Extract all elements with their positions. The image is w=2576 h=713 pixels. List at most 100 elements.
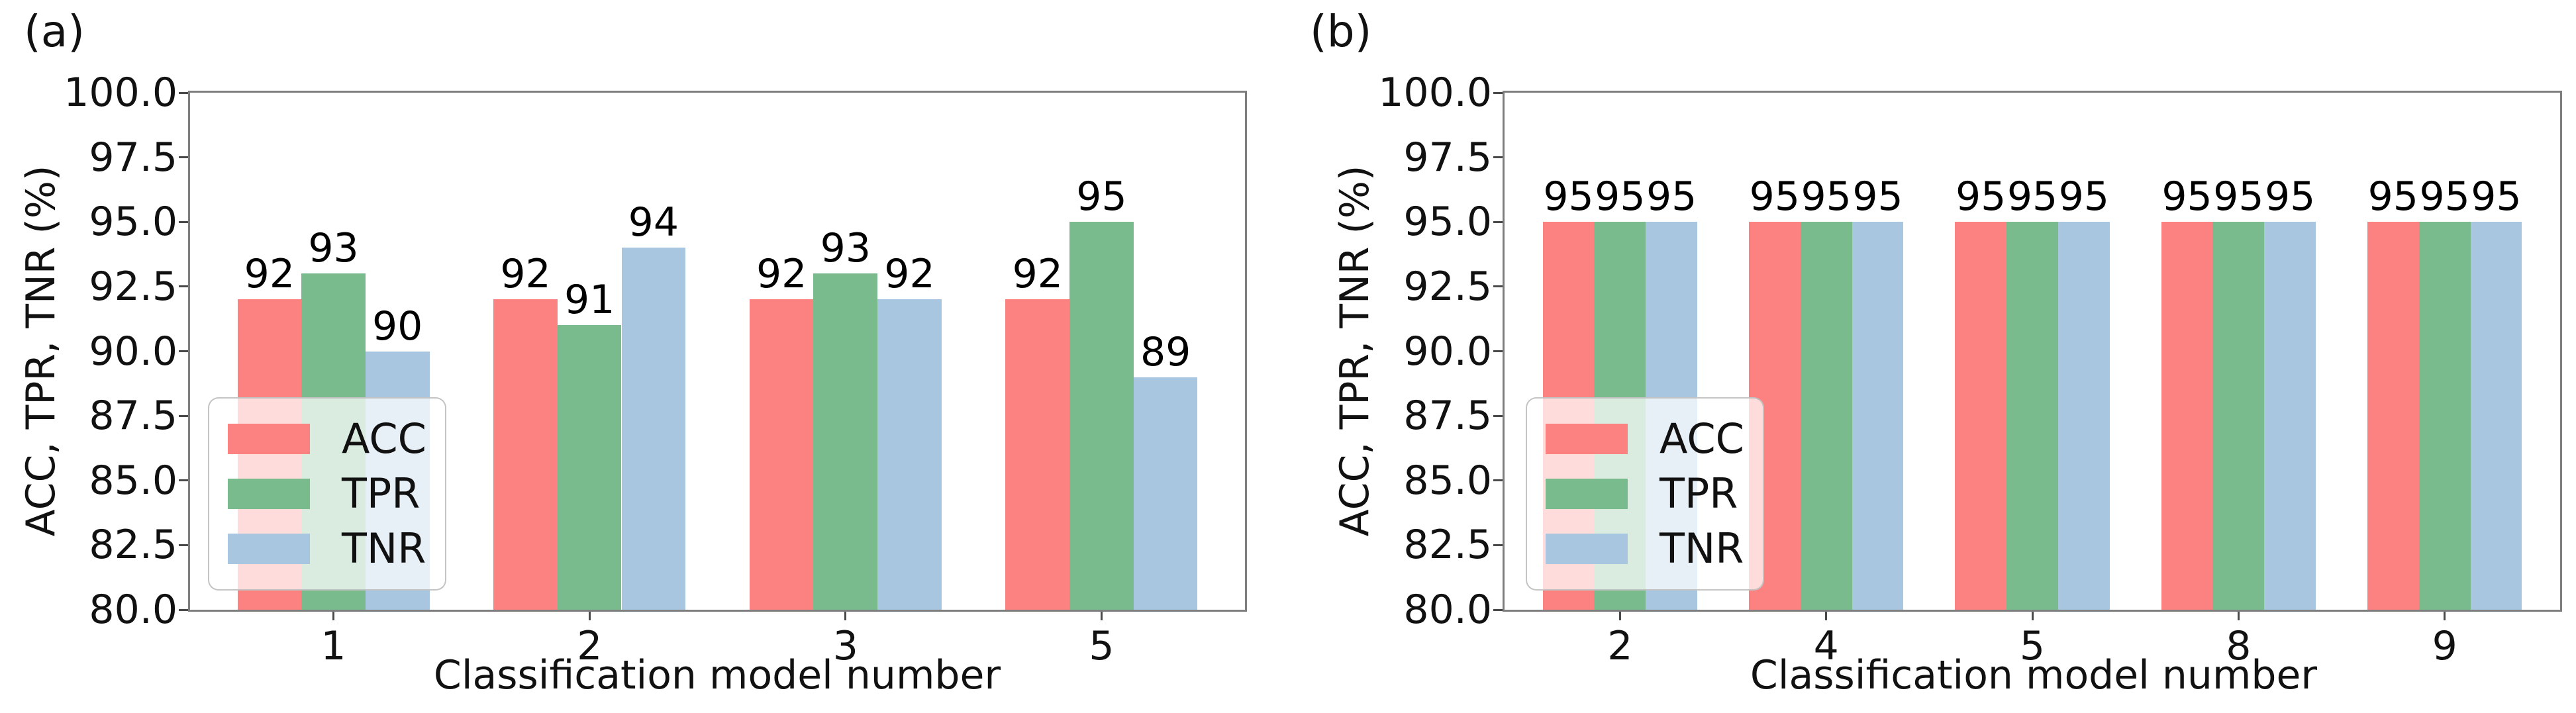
y-tick-mark xyxy=(179,608,188,611)
legend-label-tpr: TPR xyxy=(1660,469,1738,518)
legend-label-acc: ACC xyxy=(342,414,426,463)
legend-entry-acc: ACC xyxy=(228,416,426,462)
y-tick-label: 95.0 xyxy=(1403,199,1492,246)
legend-entry-acc: ACC xyxy=(1546,416,1744,462)
bar-value-label: 92 xyxy=(756,251,807,298)
x-tick-mark xyxy=(2237,612,2240,620)
bar-value-label: 92 xyxy=(244,251,295,298)
x-tick-label: 2 xyxy=(577,623,603,669)
bar-value-label: 95 xyxy=(1076,173,1127,220)
bar-value-label: 89 xyxy=(1140,328,1191,375)
y-tick-label: 87.5 xyxy=(1403,393,1492,440)
y-tick-mark xyxy=(1493,285,1503,288)
y-tick-mark xyxy=(179,414,188,417)
legend-label-tnr: TNR xyxy=(342,524,426,573)
bar-value-label: 95 xyxy=(1852,173,1903,220)
legend: ACC TPR TNR xyxy=(1526,397,1764,591)
bar-tpr xyxy=(2006,222,2058,610)
y-tick-label: 82.5 xyxy=(1403,522,1492,569)
x-tick-label: 2 xyxy=(1607,623,1633,669)
y-tick-label: 85.0 xyxy=(89,457,177,504)
bar-acc xyxy=(2161,222,2213,610)
bar-value-label: 95 xyxy=(2471,173,2522,220)
bar-tpr xyxy=(557,325,622,610)
plot-area: 95 95 95 95 95 95 95 95 95 95 95 95 95 95 95 xyxy=(1503,91,2562,612)
x-tick-mark xyxy=(1618,612,1621,620)
legend-swatch-acc xyxy=(1546,424,1628,454)
y-tick-label: 80.0 xyxy=(89,587,177,633)
y-tick-mark xyxy=(179,479,188,482)
y-tick-mark xyxy=(179,220,188,223)
legend-swatch-tnr xyxy=(228,534,310,564)
y-tick-label: 92.5 xyxy=(89,263,177,310)
legend-entry-tnr: TNR xyxy=(1546,526,1744,572)
bar-value-label: 93 xyxy=(820,225,871,272)
x-axis-title: Classification model number xyxy=(433,652,1001,698)
bar-value-label: 95 xyxy=(1955,173,2006,220)
y-tick-mark xyxy=(1493,479,1503,482)
bar-value-label: 92 xyxy=(884,251,935,298)
y-tick-mark xyxy=(179,544,188,546)
y-tick-label: 80.0 xyxy=(1403,587,1492,633)
x-tick-mark xyxy=(2031,612,2034,620)
y-tick-label: 95.0 xyxy=(89,199,177,246)
bar-value-label: 90 xyxy=(372,303,423,350)
y-tick-mark xyxy=(1493,156,1503,159)
y-tick-label: 90.0 xyxy=(1403,328,1492,375)
y-tick-mark xyxy=(179,156,188,159)
x-tick-label: 5 xyxy=(1089,623,1115,669)
bar-acc xyxy=(1955,222,2007,610)
x-tick-mark xyxy=(332,612,335,620)
x-tick-label: 3 xyxy=(832,623,858,669)
x-tick-label: 5 xyxy=(2019,623,2046,669)
bar-tnr xyxy=(2470,222,2522,610)
y-tick-mark xyxy=(1493,350,1503,352)
y-tick-label: 97.5 xyxy=(89,134,177,181)
bar-acc xyxy=(1005,299,1070,610)
bar-value-label: 95 xyxy=(1801,173,1852,220)
legend: ACC TPR TNR xyxy=(208,397,446,591)
bar-value-label: 95 xyxy=(2161,173,2212,220)
x-tick-label: 1 xyxy=(321,623,346,669)
bar-tnr xyxy=(877,299,942,610)
y-tick-mark xyxy=(179,350,188,352)
bar-tnr xyxy=(1133,377,1198,610)
bar-tpr xyxy=(1800,222,1852,610)
bar-value-label: 93 xyxy=(308,225,359,272)
y-tick-label: 100.0 xyxy=(1378,70,1492,116)
x-axis-title: Classification model number xyxy=(1750,652,2318,698)
bar-value-label: 95 xyxy=(2006,173,2058,220)
y-tick-label: 97.5 xyxy=(1403,134,1492,181)
bar-value-label: 95 xyxy=(2213,173,2264,220)
y-tick-label: 90.0 xyxy=(89,328,177,375)
bar-acc xyxy=(2367,222,2419,610)
x-tick-label: 4 xyxy=(1813,623,1839,669)
bar-value-label: 92 xyxy=(1012,251,1063,298)
x-tick-label: 9 xyxy=(2432,623,2457,669)
x-tick-mark xyxy=(588,612,591,620)
x-tick-mark xyxy=(844,612,847,620)
y-tick-mark xyxy=(179,285,188,288)
y-tick-mark xyxy=(179,91,188,94)
y-tick-label: 100.0 xyxy=(64,70,177,116)
legend-entry-tnr: TNR xyxy=(228,526,426,572)
bar-tnr xyxy=(2264,222,2316,610)
bar-value-label: 95 xyxy=(2058,173,2109,220)
bar-tnr xyxy=(2057,222,2110,610)
legend-swatch-acc xyxy=(228,424,310,454)
y-tick-label: 82.5 xyxy=(89,522,177,569)
panel-label-b: (b) xyxy=(1310,6,1372,57)
bar-tpr xyxy=(2212,222,2265,610)
legend-entry-tpr: TPR xyxy=(228,471,426,517)
bar-value-label: 95 xyxy=(1543,173,1594,220)
bar-acc xyxy=(749,299,814,610)
bar-value-label: 92 xyxy=(500,251,551,298)
bar-value-label: 95 xyxy=(2419,173,2470,220)
y-tick-label: 85.0 xyxy=(1403,457,1492,504)
bar-value-label: 95 xyxy=(2264,173,2316,220)
legend-entry-tpr: TPR xyxy=(1546,471,1744,517)
y-tick-label: 92.5 xyxy=(1403,263,1492,310)
bar-value-label: 91 xyxy=(564,277,615,324)
